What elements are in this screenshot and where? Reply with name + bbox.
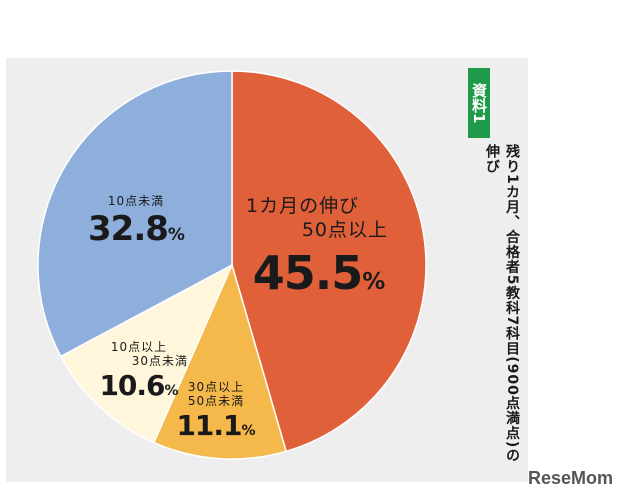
slice-1-caption-line-1: 30点以上: [187, 380, 245, 394]
slice-label-2: 10点以上 30点未満 10.6%: [90, 340, 188, 400]
slice-1-caption-line-2: 50点未満: [187, 394, 245, 408]
slice-label-0: 1カ月の伸び 50点以上 45.5%: [244, 194, 394, 296]
slice-0-caption-line-1: 1カ月の伸び: [246, 195, 360, 217]
slice-2-caption-line-2: 30点未満: [131, 354, 188, 368]
slice-1-value: 11.1%: [176, 409, 256, 442]
pie-slice-3: [37, 70, 233, 358]
side-caption-block: 資料1 残り1カ月、合格者5教科7科目(900点満点)の伸び: [464, 68, 524, 478]
chart-caption: 残り1カ月、合格者5教科7科目(900点満点)の伸び: [484, 144, 520, 464]
slice-0-value: 45.5%: [252, 246, 386, 300]
pie-chart: [37, 70, 427, 460]
slice-label-3: 10点未満 32.8%: [88, 194, 185, 249]
source-badge: 資料1: [468, 68, 490, 138]
slice-3-value: 32.8%: [88, 209, 185, 249]
watermark-logo: ReseMom: [528, 468, 614, 488]
slice-2-caption-line-1: 10点以上: [110, 340, 168, 354]
pie-slice-2: [59, 263, 234, 444]
pie-slice-1: [152, 262, 288, 460]
slice-label-1: 30点以上 50点未満 11.1%: [170, 380, 262, 440]
slice-0-caption-line-2: 50点以上: [301, 219, 388, 241]
slice-2-value: 10.6%: [99, 369, 179, 402]
chart-panel: 1カ月の伸び 50点以上 45.5% 30点以上 50点未満 11.1% 10点…: [6, 58, 528, 482]
pie-slice-0: [231, 70, 427, 453]
slice-3-caption-line-1: 10点未満: [107, 194, 165, 208]
